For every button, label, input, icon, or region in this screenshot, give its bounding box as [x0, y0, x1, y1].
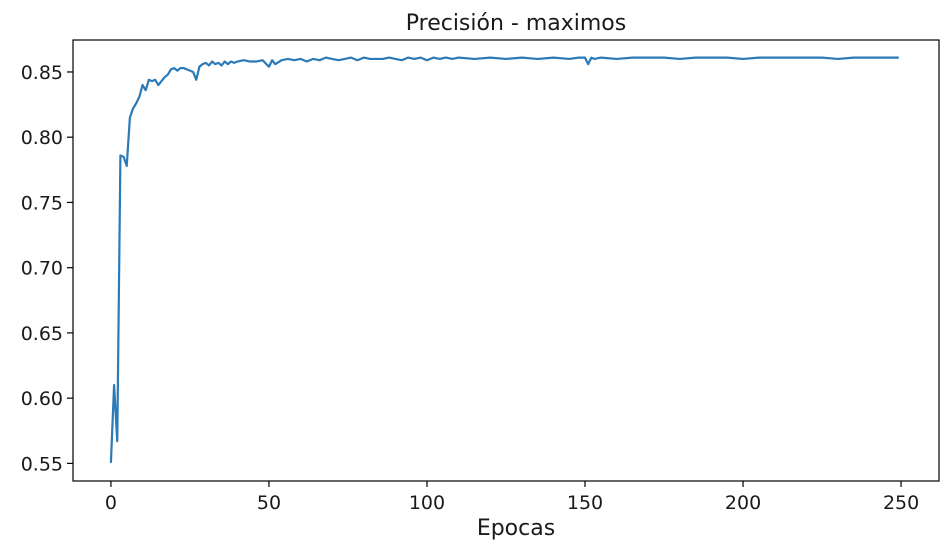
y-tick-label: 0.65: [21, 323, 63, 345]
y-axis: 0.55 0.60 0.65 0.70 0.75 0.80 0.85: [21, 62, 73, 475]
x-tick-label: 150: [567, 492, 603, 514]
series-line: [109, 56, 900, 464]
y-tick-label: 0.70: [21, 258, 63, 280]
x-tick-label: 50: [257, 492, 281, 514]
x-axis: 0 50 100 150 200 250: [105, 481, 919, 514]
x-tick-label: 250: [883, 492, 919, 514]
y-tick-label: 0.55: [21, 453, 63, 475]
x-tick-label: 100: [409, 492, 445, 514]
chart-title: Precisión - maximos: [406, 11, 626, 36]
y-tick-label: 0.80: [21, 127, 63, 149]
x-axis-label: Epocas: [477, 516, 555, 541]
y-tick-label: 0.60: [21, 388, 63, 410]
x-tick-label: 200: [725, 492, 761, 514]
x-tick-label: 0: [105, 492, 117, 514]
y-tick-label: 0.85: [21, 62, 63, 84]
y-tick-label: 0.75: [21, 192, 63, 214]
plot-frame: [72, 39, 940, 482]
